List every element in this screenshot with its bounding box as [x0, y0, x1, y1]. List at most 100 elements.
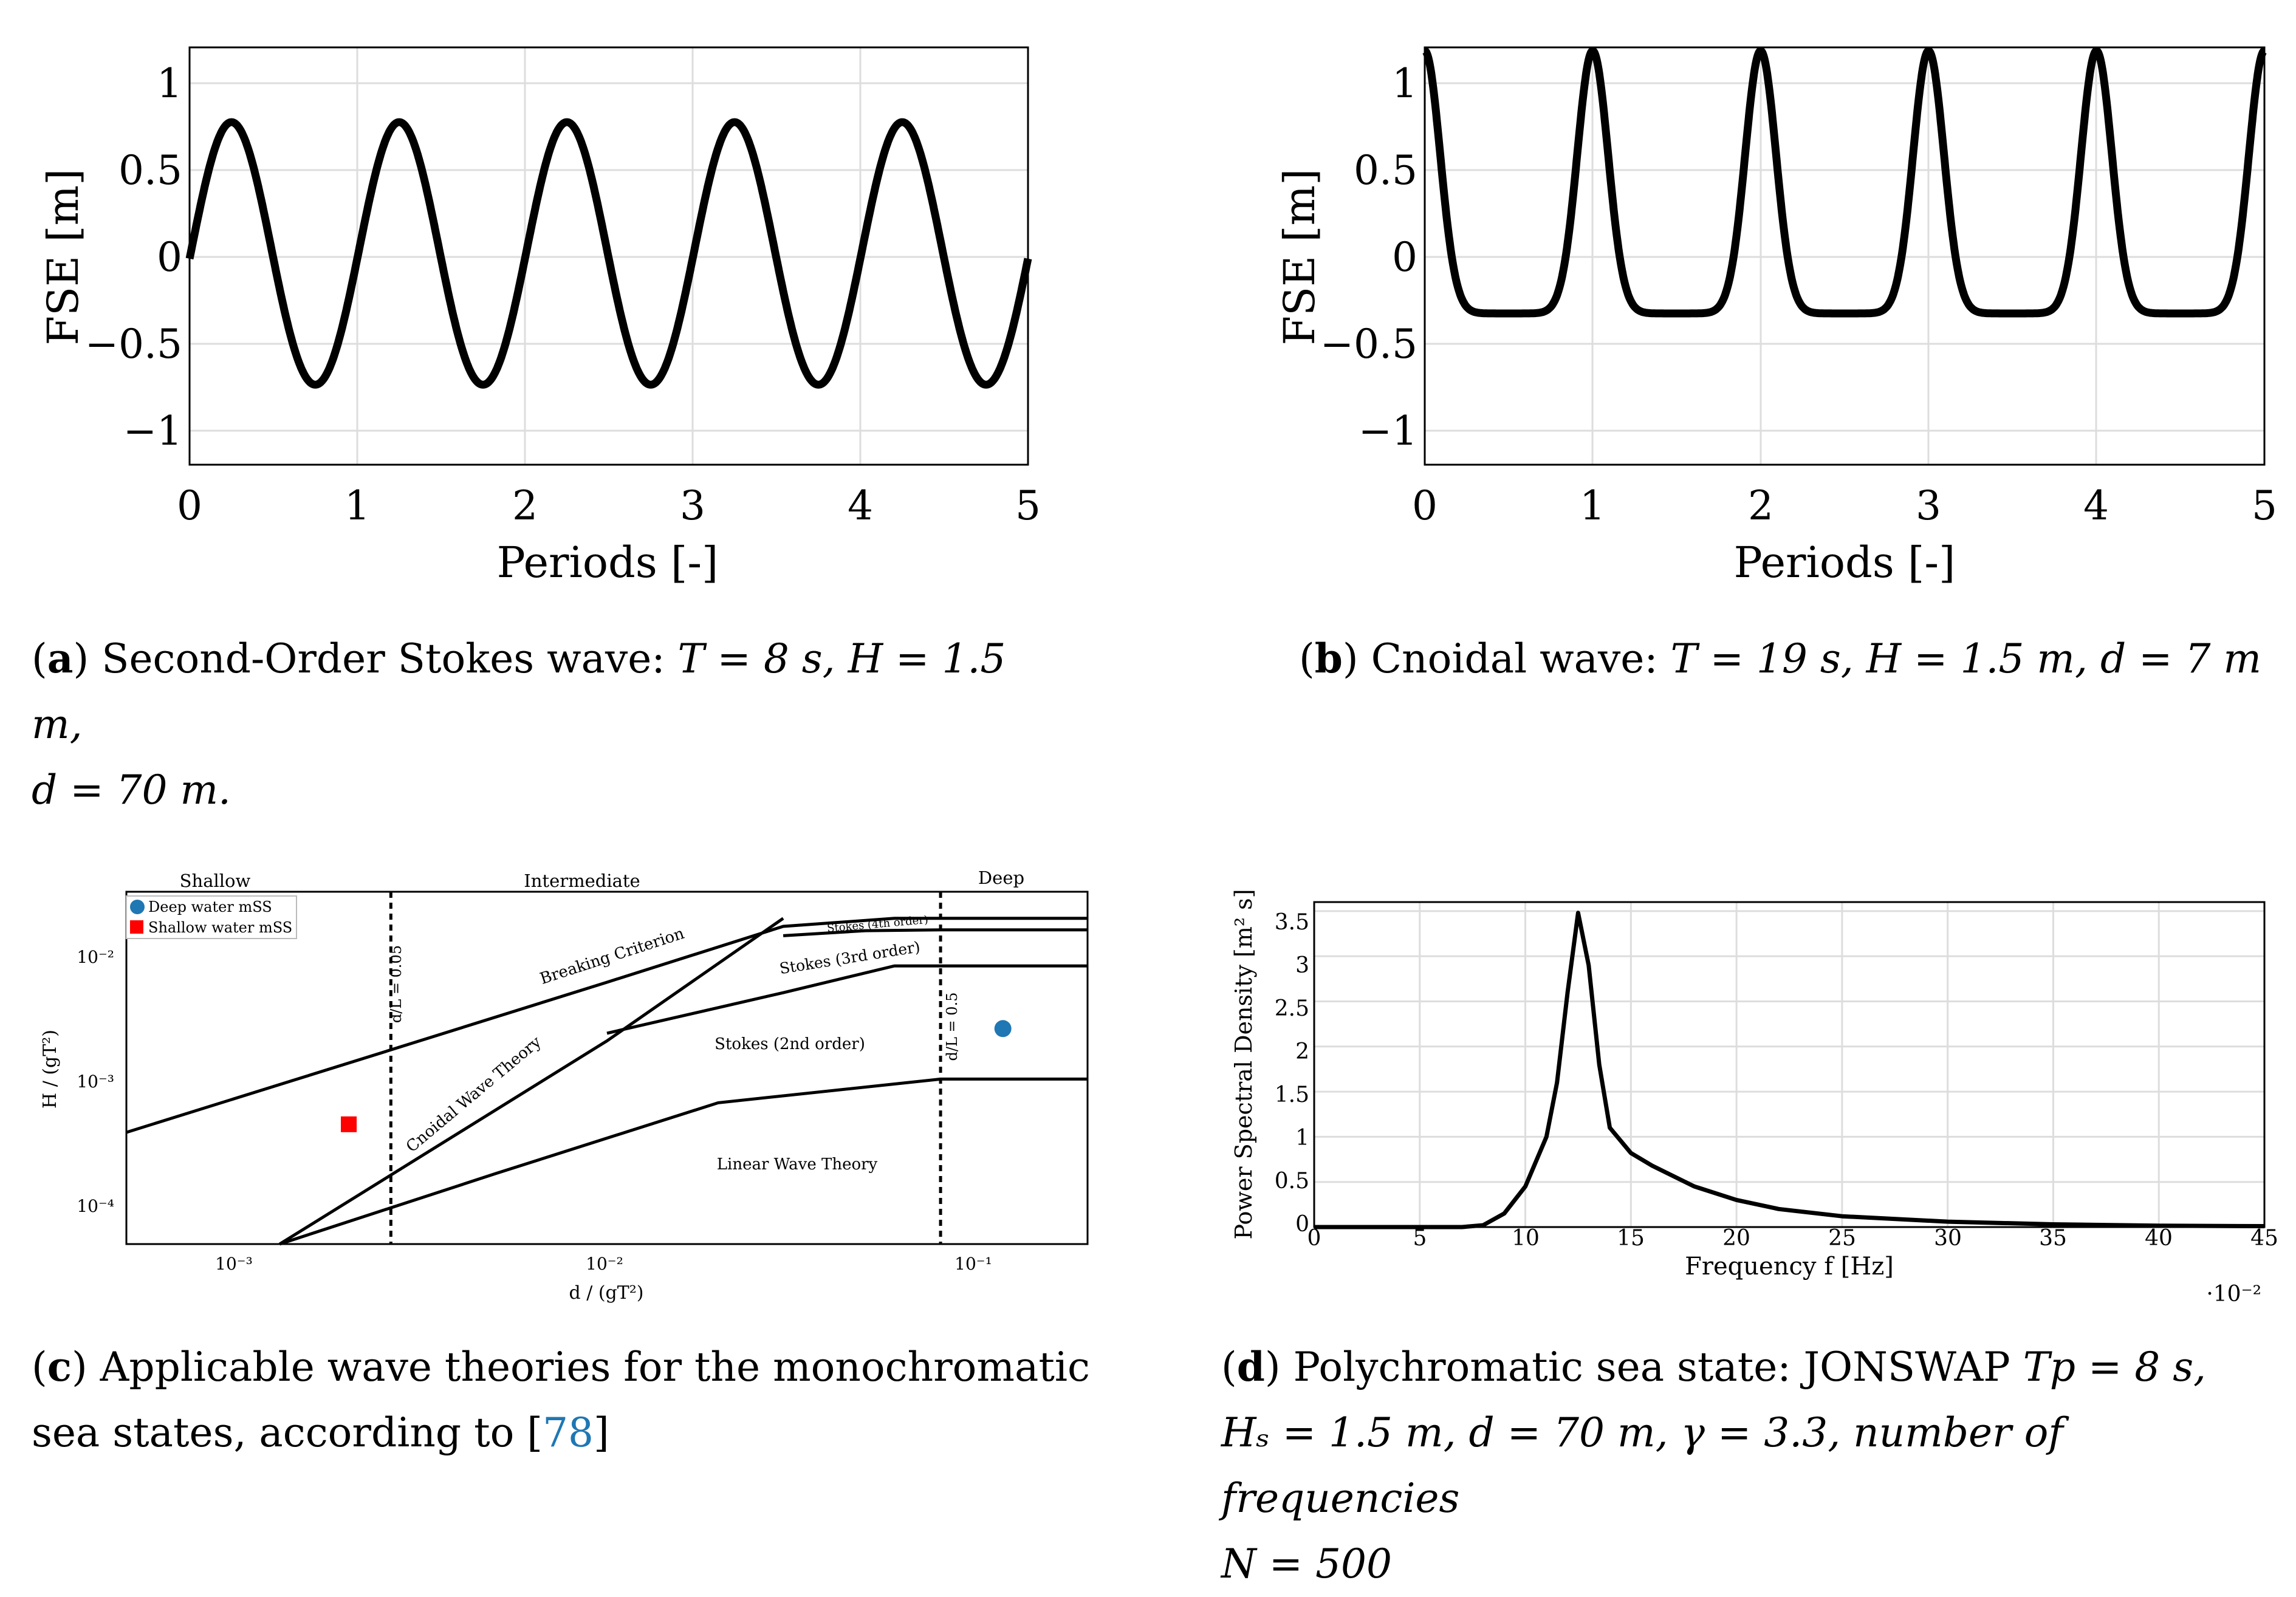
panel-d: 3.5 3 2.5 2 1.5 1 0.5 0 0 5 10 15 20 25 …	[1230, 889, 2278, 1307]
panel-c-legend-marker-deep	[130, 900, 145, 914]
panel-c-curves	[126, 917, 1088, 1246]
caption-c-text: ) Applicable wave theories for the monoc…	[71, 1344, 1090, 1390]
panel-d-ytick: 3	[1295, 953, 1309, 978]
panel-b-axes-frame	[1424, 46, 2266, 466]
panel-c-curve-4	[279, 1077, 1088, 1246]
panel-a-xtick: 5	[1015, 482, 1041, 529]
panel-c-region-deep: Deep	[978, 867, 1024, 888]
panel-a-ytick: −0.5	[85, 321, 182, 368]
panel-a: 1 0.5 0 −0.5 −1 0 1 2 3 4 5 Periods [-] …	[38, 46, 1041, 587]
panel-b-xtick: 5	[2252, 482, 2277, 529]
panel-b-xticks: 0 1 2 3 4 5	[1412, 482, 2277, 529]
panel-a-xtick: 0	[177, 482, 202, 529]
panel-c-region-intermediate: Intermediate	[524, 870, 640, 891]
panel-c-label-linear: Linear Wave Theory	[717, 1155, 878, 1174]
caption-b-text: ) Cnoidal wave:	[1342, 635, 1671, 682]
panel-c-ytick: 10⁻⁴	[77, 1196, 114, 1216]
panel-c-legend: Deep water mSS Shallow water mSS	[126, 895, 297, 939]
panel-c-point-deep	[994, 1020, 1012, 1038]
panel-d-grid	[1314, 902, 2264, 1227]
panel-a-series-line	[185, 118, 1032, 389]
panel-b: 1 0.5 0 −0.5 −1 0 1 2 3 4 5 Periods [-] …	[1275, 46, 2277, 587]
panel-c-xlabel: d / (gT²)	[569, 1282, 643, 1304]
panel-d-xtick: 30	[1934, 1226, 1962, 1251]
panel-d-xtick: 45	[2250, 1226, 2278, 1251]
panel-d-ytick: 1	[1295, 1126, 1309, 1151]
panel-d-ylabel: Power Spectral Density [m² s]	[1230, 889, 1257, 1239]
panel-d-xtick: 0	[1307, 1226, 1321, 1251]
panel-b-grid	[1425, 47, 2264, 465]
panel-b-xtick: 2	[1748, 482, 1773, 529]
panel-c-ytick: 10⁻³	[77, 1072, 114, 1092]
panel-b-ytick: 0.5	[1354, 147, 1417, 194]
panel-c: Shallow Intermediate Deep d/L = 0.05 d/L…	[39, 867, 1089, 1304]
panel-c-legend-shallow: Shallow water mSS	[148, 919, 292, 936]
panel-d-ytick: 0	[1295, 1212, 1309, 1237]
panel-c-region-shallow: Shallow	[180, 870, 251, 891]
panel-c-legend-deep: Deep water mSS	[148, 898, 272, 915]
panel-c-vline-label: d/L = 0.5	[944, 993, 961, 1061]
panel-d-ytick: 3.5	[1275, 910, 1309, 935]
panel-b-yticks: 1 0.5 0 −0.5 −1	[1320, 60, 1417, 454]
panel-c-curve-3	[278, 917, 784, 1246]
panel-d-xlabel: Frequency f [Hz]	[1685, 1253, 1894, 1281]
panel-a-xtick: 3	[680, 482, 705, 529]
caption-d: (d) Polychromatic sea state: JONSWAP Tp …	[1221, 1334, 2291, 1597]
caption-d-letter: d	[1236, 1343, 1265, 1390]
caption-d-math3: N = 500	[1221, 1541, 1392, 1587]
panel-a-xlabel: Periods [-]	[497, 538, 719, 587]
caption-c-text2: sea states, according to [	[32, 1409, 543, 1456]
caption-d-math2: Hₛ = 1.5 m, d = 70 m, γ = 3.3, number of…	[1221, 1409, 2063, 1522]
caption-c-line2: sea states, according to [78]	[32, 1400, 1125, 1466]
caption-a-math: T = 8 s, H = 1.5 m,	[32, 635, 1006, 748]
panel-b-ytick: 1	[1392, 60, 1417, 107]
panel-c-curve-2	[606, 964, 1088, 1035]
panel-c-xtick: 10⁻¹	[954, 1254, 992, 1274]
panel-c-label-stokes2: Stokes (2nd order)	[715, 1035, 865, 1053]
caption-a: (a) Second-Order Stokes wave: T = 8 s, H…	[32, 626, 1064, 823]
panel-d-ytick: 1.5	[1275, 1082, 1309, 1107]
panel-c-label-stokes3: Stokes (3rd order)	[778, 938, 922, 977]
panel-b-xlabel: Periods [-]	[1734, 538, 1956, 587]
panel-c-point-shallow	[341, 1116, 357, 1132]
panel-c-label-breaking: Breaking Criterion	[538, 925, 687, 988]
caption-c-citation-link[interactable]: 78	[543, 1409, 594, 1456]
panel-a-xtick: 4	[848, 482, 873, 529]
panel-d-xtick: 25	[1828, 1226, 1856, 1251]
panel-d-ytick: 2	[1295, 1039, 1309, 1064]
panel-a-ytick: 0	[157, 234, 182, 281]
caption-a-letter: a	[47, 635, 74, 682]
panel-a-ylabel: FSE [m]	[38, 169, 88, 346]
panel-d-series-line	[1314, 911, 2265, 1229]
caption-d-line3: N = 500	[1221, 1531, 2291, 1597]
panel-b-ytick: 0	[1392, 234, 1417, 281]
panel-d-axes-frame	[1313, 901, 2266, 1228]
panel-b-ylabel: FSE [m]	[1275, 169, 1324, 346]
panel-a-xticks: 0 1 2 3 4 5	[177, 482, 1041, 529]
panel-c-vline-label: d/L = 0.05	[388, 945, 405, 1023]
panel-a-ytick: −1	[123, 408, 182, 454]
panel-c-curve-0	[126, 917, 1088, 1134]
panel-b-ytick: −1	[1359, 408, 1417, 454]
panel-d-xtick: 40	[2145, 1226, 2173, 1251]
panel-c-legend-box	[126, 895, 297, 939]
caption-d-text: ) Polychromatic sea state: JONSWAP	[1264, 1344, 2023, 1390]
caption-c-letter: c	[47, 1343, 72, 1390]
caption-c-line1: (c) Applicable wave theories for the mon…	[32, 1343, 1090, 1390]
caption-b-letter: b	[1314, 635, 1343, 682]
panel-d-yticks: 3.5 3 2.5 2 1.5 1 0.5 0	[1275, 910, 1309, 1237]
panel-c-ylabel: H / (gT²)	[39, 1030, 61, 1109]
panel-c-legend-marker-shallow	[130, 920, 143, 934]
panel-a-xtick: 1	[344, 482, 370, 529]
panel-c-ytick: 10⁻²	[77, 947, 114, 967]
panel-b-xtick: 0	[1412, 482, 1438, 529]
caption-a-text: ) Second-Order Stokes wave:	[73, 635, 678, 682]
panel-c-axes-frame	[125, 891, 1089, 1245]
caption-a-line1: (a) Second-Order Stokes wave: T = 8 s, H…	[32, 635, 1006, 748]
panel-a-xtick: 2	[512, 482, 538, 529]
panel-d-xtick: 35	[2039, 1226, 2067, 1251]
panel-a-ytick: 0.5	[118, 147, 182, 194]
caption-a-line2: d = 70 m.	[32, 757, 1064, 823]
panel-b-xtick: 4	[2083, 482, 2109, 529]
panel-a-yticks: 1 0.5 0 −0.5 −1	[85, 60, 182, 454]
